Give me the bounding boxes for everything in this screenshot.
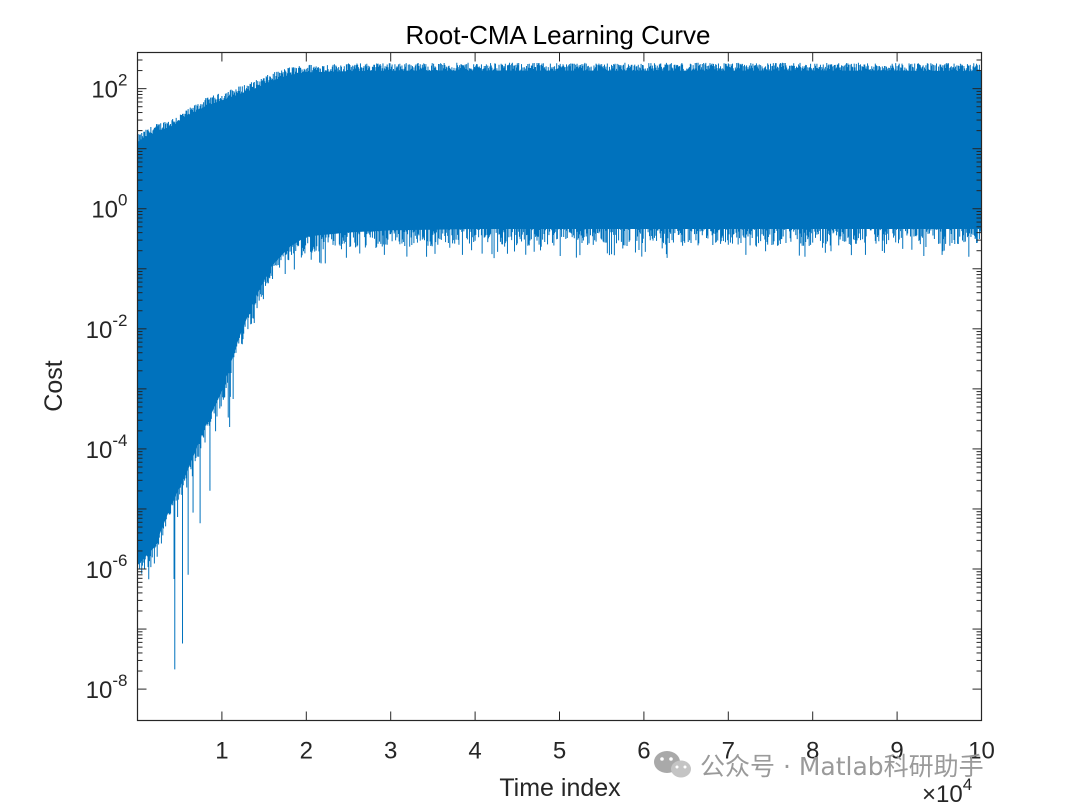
- y-tick-label-base: 10: [86, 317, 113, 344]
- x-exponent-label: ×104: [922, 775, 972, 807]
- x-tick-label: 4: [468, 738, 481, 765]
- y-tick-label: 10-4: [86, 431, 128, 464]
- y-tick-label-exponent: 0: [118, 191, 127, 210]
- y-tick-label-base: 10: [91, 77, 118, 104]
- y-tick-label-base: 10: [86, 677, 113, 704]
- watermark: 公众号 · Matlab科研助手: [654, 751, 984, 781]
- wechat-icon: [654, 751, 691, 778]
- x-tick-label: 8: [806, 738, 819, 765]
- x-exponent-base: ×10: [922, 781, 963, 807]
- y-tick-label-base: 10: [91, 197, 118, 224]
- y-tick-label: 100: [91, 191, 127, 224]
- y-tick-label: 102: [91, 71, 127, 104]
- y-tick-label-exponent: -8: [112, 671, 127, 690]
- x-tick-labels: 1 2 3 4 5 6 7 8 9 10: [215, 738, 995, 765]
- chart-title: Root-CMA Learning Curve: [406, 20, 711, 50]
- x-tick-label: 1: [215, 738, 228, 765]
- x-tick-label: 6: [637, 738, 650, 765]
- watermark-text: 公众号 · Matlab科研助手: [700, 752, 984, 781]
- y-tick-label-exponent: 2: [118, 71, 127, 90]
- x-exponent-power: 4: [963, 775, 972, 794]
- y-tick-label: 10-2: [86, 311, 128, 344]
- y-tick-label-exponent: -4: [112, 431, 127, 450]
- y-tick-label-exponent: -2: [112, 311, 127, 330]
- y-tick-label: 10-8: [86, 671, 128, 704]
- x-tick-label: 3: [384, 738, 397, 765]
- y-tick-label-exponent: -6: [112, 551, 127, 570]
- x-tick-label: 5: [553, 738, 566, 765]
- y-axis-label: Cost: [40, 360, 68, 411]
- x-tick-label: 7: [722, 738, 735, 765]
- x-tick-label: 9: [890, 738, 903, 765]
- x-tick-label: 2: [300, 738, 313, 765]
- x-tick-label: 10: [968, 738, 995, 765]
- x-axis-label: Time index: [499, 774, 621, 802]
- ticks-layer: [137, 52, 982, 721]
- y-tick-label-base: 10: [86, 557, 113, 584]
- y-tick-label: 10-6: [86, 551, 128, 584]
- y-tick-label-base: 10: [86, 437, 113, 464]
